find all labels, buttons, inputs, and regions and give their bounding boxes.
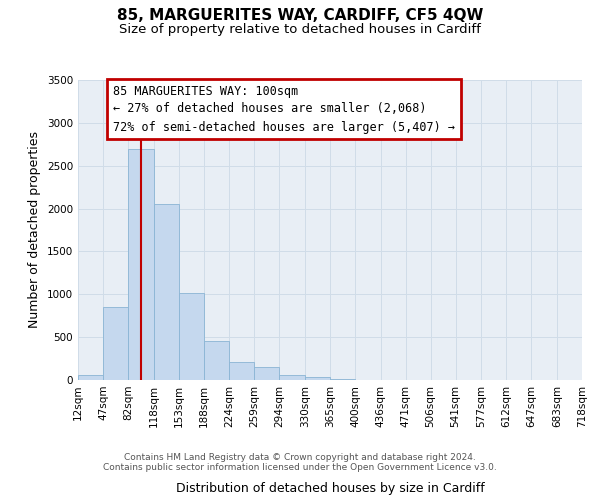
Text: Contains public sector information licensed under the Open Government Licence v3: Contains public sector information licen… [103, 464, 497, 472]
Text: Contains HM Land Registry data © Crown copyright and database right 2024.: Contains HM Land Registry data © Crown c… [124, 454, 476, 462]
Bar [203, 342, 229, 380]
Bar [229, 362, 254, 380]
Bar [154, 204, 179, 380]
Bar [103, 307, 128, 380]
Text: 85 MARGUERITES WAY: 100sqm
← 27% of detached houses are smaller (2,068)
72% of s: 85 MARGUERITES WAY: 100sqm ← 27% of deta… [113, 84, 455, 134]
Bar [78, 375, 103, 380]
Bar [179, 292, 203, 380]
Bar [280, 376, 305, 380]
Text: 85, MARGUERITES WAY, CARDIFF, CF5 4QW: 85, MARGUERITES WAY, CARDIFF, CF5 4QW [117, 8, 483, 22]
Bar [254, 367, 280, 380]
Text: Distribution of detached houses by size in Cardiff: Distribution of detached houses by size … [176, 482, 484, 495]
Bar [128, 148, 154, 380]
Text: Size of property relative to detached houses in Cardiff: Size of property relative to detached ho… [119, 22, 481, 36]
Bar [305, 378, 330, 380]
Y-axis label: Number of detached properties: Number of detached properties [28, 132, 41, 328]
Bar [330, 378, 355, 380]
